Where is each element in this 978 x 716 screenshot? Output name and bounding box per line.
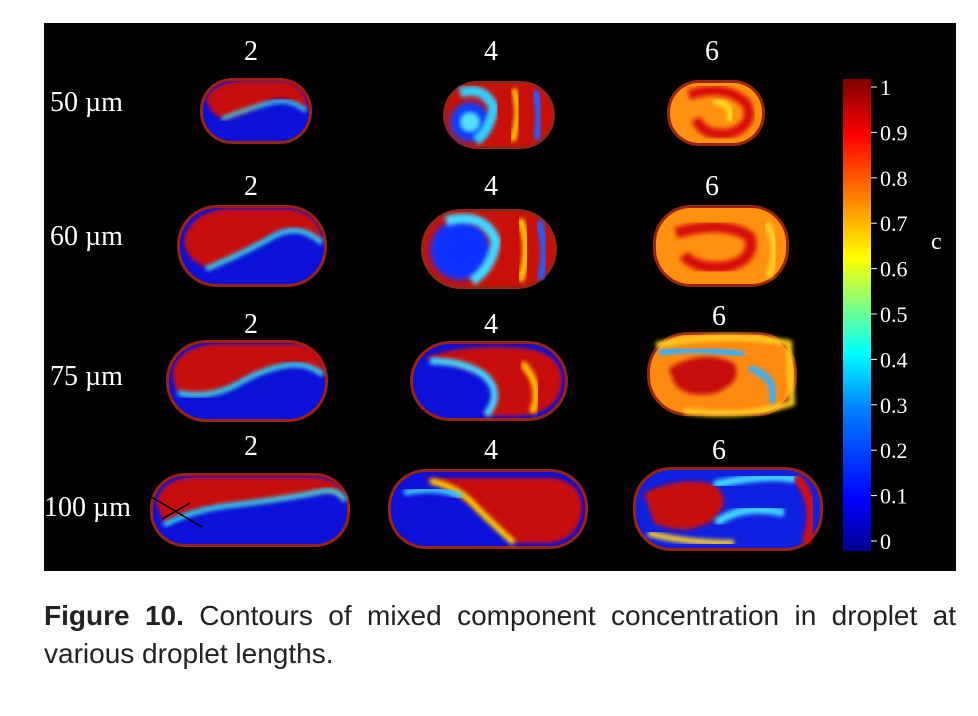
contour-figure: 50 µm 60 µm 75 µm 100 µm 2 4 6 2 4 6 2 4… [44, 23, 956, 571]
droplet-100um-t2 [150, 473, 350, 547]
column-label-4-row2: 4 [484, 171, 498, 202]
caption-label: Figure 10. [44, 600, 184, 631]
colorbar-tick-label: 0 [880, 529, 891, 554]
droplet-60um-t2 [177, 205, 327, 287]
colorbar-tick-label: 0.4 [880, 347, 908, 372]
droplet-50um-t6 [667, 80, 765, 146]
colorbar-tick-label: 0.1 [880, 484, 908, 509]
column-label-6-row2: 6 [705, 171, 719, 202]
column-label-2-row4: 2 [244, 431, 258, 462]
colorbar-tick-label: 0.8 [880, 166, 908, 191]
row-label-60um: 60 µm [50, 221, 123, 252]
contour-figure-canvas: 50 µm 60 µm 75 µm 100 µm 2 4 6 2 4 6 2 4… [44, 36, 942, 554]
column-label-4-row1: 4 [484, 36, 498, 67]
droplet-100um-t4 [388, 469, 588, 549]
droplet-75um-t2 [166, 340, 328, 422]
column-label-4-row3: 4 [484, 309, 498, 340]
colorbar [843, 79, 871, 551]
colorbar-tick-label: 0.3 [880, 393, 908, 418]
caption-text: Contours of mixed component concentratio… [44, 600, 957, 669]
droplet-60um-t4 [421, 209, 557, 289]
column-label-6-row1: 6 [705, 36, 719, 67]
colorbar-tick-label: 0.5 [880, 302, 908, 327]
droplet-50um-t2 [200, 78, 312, 144]
column-label-6-row3: 6 [712, 301, 726, 332]
column-label-2-row3: 2 [244, 309, 258, 340]
colorbar-tick-label: 0.2 [880, 438, 908, 463]
colorbar-title: c [931, 229, 942, 255]
row-label-50um: 50 µm [50, 87, 123, 118]
droplet-100um-t6 [633, 467, 823, 551]
droplet-75um-t4 [410, 341, 568, 421]
column-label-6-row4: 6 [712, 435, 726, 466]
colorbar-tick-label: 0.6 [880, 257, 908, 282]
annotation-line-2 [161, 502, 191, 520]
droplet-60um-t6 [653, 205, 789, 287]
row-label-100um: 100 µm [44, 492, 131, 523]
droplet-75um-t6 [647, 332, 797, 417]
colorbar-ticks: 1 0.9 0.8 0.7 0.6 0.5 0.4 0.3 0.2 0.1 0 [871, 75, 908, 554]
row-label-75um: 75 µm [50, 361, 123, 392]
column-label-2-row1: 2 [244, 36, 258, 67]
figure-caption: Figure 10. Contours of mixed component c… [44, 597, 956, 673]
droplet-50um-t4 [443, 81, 555, 149]
colorbar-tick-label: 0.7 [880, 211, 908, 236]
column-label-4-row4: 4 [484, 435, 498, 466]
colorbar-tick-label: 0.9 [880, 120, 908, 145]
column-label-2-row2: 2 [244, 171, 258, 202]
colorbar-tick-label: 1 [880, 75, 891, 100]
